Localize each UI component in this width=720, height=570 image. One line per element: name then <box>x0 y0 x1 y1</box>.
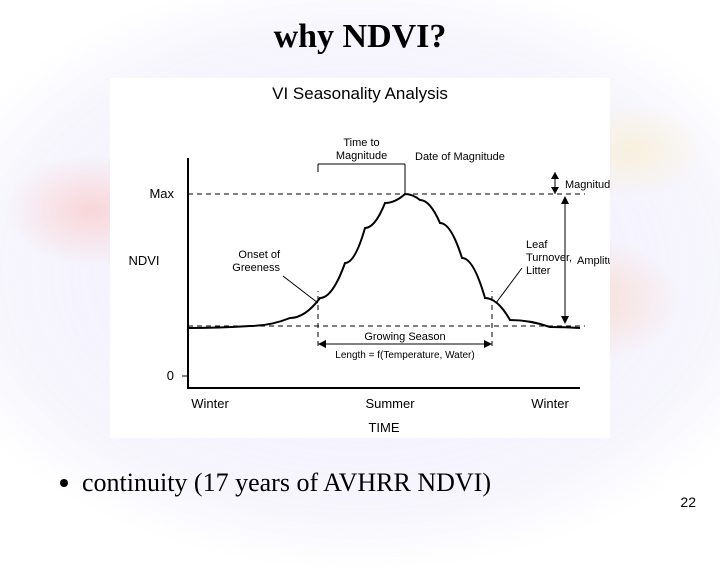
svg-text:Onset of: Onset of <box>238 249 281 261</box>
svg-text:Greeness: Greeness <box>232 262 280 274</box>
svg-text:Growing Season: Growing Season <box>364 331 445 343</box>
svg-text:Time to: Time to <box>343 137 379 149</box>
bullet-item: continuity (17 years of AVHRR NDVI) <box>60 468 491 498</box>
svg-text:Amplitude: Amplitude <box>577 255 610 267</box>
svg-text:Date of Magnitude: Date of Magnitude <box>415 151 505 163</box>
svg-text:Magnitude: Magnitude <box>565 179 610 191</box>
bullet-dot-icon <box>60 479 68 487</box>
svg-text:Winter: Winter <box>191 396 229 411</box>
svg-text:Winter: Winter <box>531 396 569 411</box>
figure-title: VI Seasonality Analysis <box>110 84 610 104</box>
page-title: why NDVI? <box>0 18 720 56</box>
svg-text:Max: Max <box>149 186 174 201</box>
bullet-text: continuity (17 years of AVHRR NDVI) <box>82 468 491 498</box>
svg-text:0: 0 <box>167 368 174 383</box>
svg-text:Litter: Litter <box>526 265 551 277</box>
svg-text:Turnover,: Turnover, <box>526 252 572 264</box>
svg-text:NDVI: NDVI <box>128 253 159 268</box>
svg-text:TIME: TIME <box>368 420 399 435</box>
svg-text:Length = f(Temperature, Water): Length = f(Temperature, Water) <box>335 350 474 361</box>
svg-text:Magnitude: Magnitude <box>336 150 387 162</box>
figure-panel: VI Seasonality Analysis Max 0 NDVI Winter Su… <box>110 78 610 438</box>
page-number: 22 <box>680 494 696 510</box>
svg-text:Leaf: Leaf <box>526 239 548 251</box>
seasonality-diagram: Max0NDVIWinterSummerWinterTIMETime toMag… <box>110 108 610 438</box>
svg-text:Summer: Summer <box>365 396 415 411</box>
